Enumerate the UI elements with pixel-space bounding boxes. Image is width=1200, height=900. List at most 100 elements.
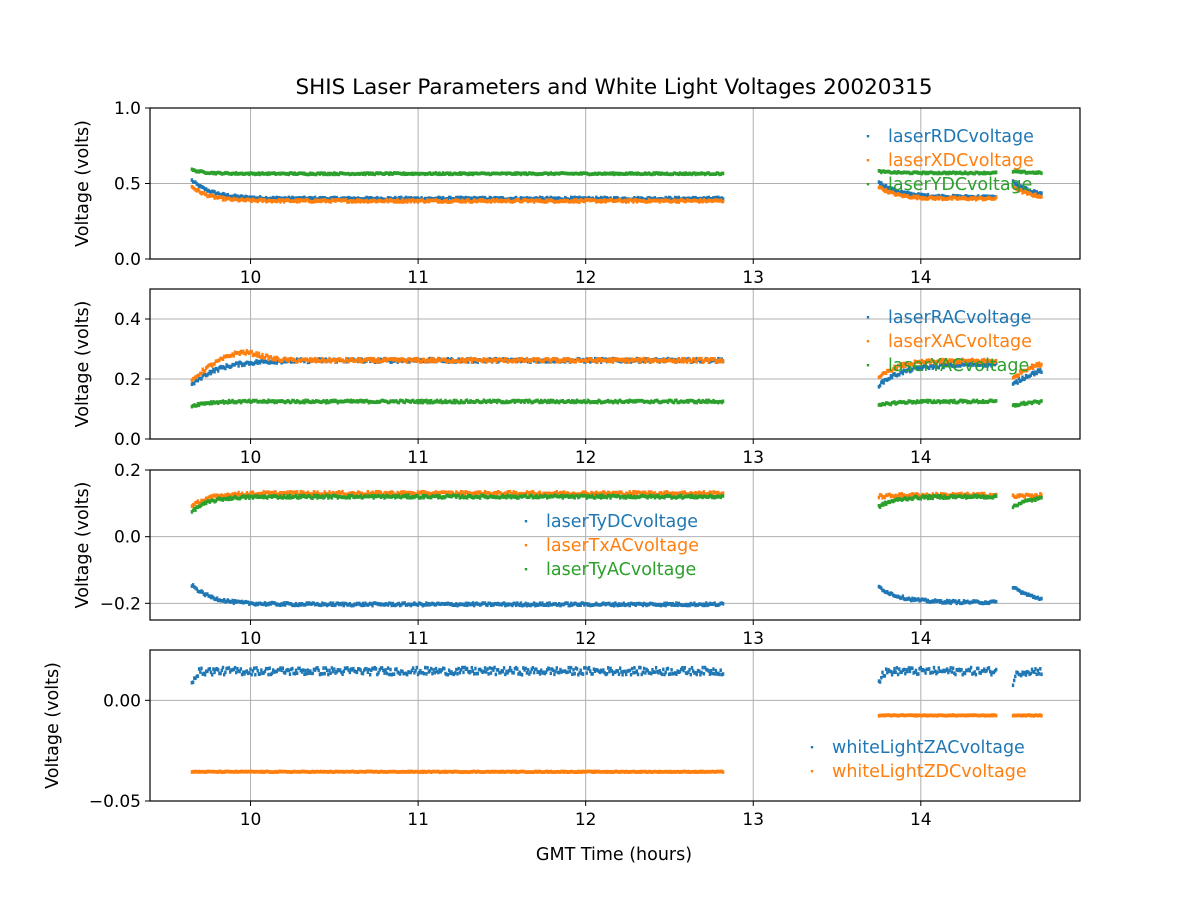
data-point — [203, 369, 207, 373]
data-point — [942, 365, 945, 370]
data-point — [574, 359, 578, 364]
data-point — [286, 399, 289, 403]
data-point — [312, 359, 316, 363]
data-point — [535, 360, 538, 364]
data-point — [459, 195, 463, 200]
data-point — [475, 492, 478, 496]
data-point — [934, 365, 937, 369]
data-point — [481, 601, 484, 605]
legend-marker — [866, 135, 870, 138]
data-point — [286, 171, 289, 176]
data-point — [428, 359, 432, 364]
data-point — [1027, 188, 1030, 193]
data-point — [292, 495, 295, 499]
data-point — [944, 601, 948, 605]
data-point — [219, 171, 222, 175]
data-point — [544, 360, 548, 364]
data-point — [538, 400, 542, 405]
data-point — [441, 359, 445, 364]
data-point — [465, 496, 469, 500]
data-point — [502, 400, 506, 405]
data-point — [274, 172, 277, 176]
data-point — [721, 358, 725, 363]
data-point — [407, 493, 410, 498]
data-point — [441, 171, 445, 175]
data-point — [538, 490, 542, 495]
data-point — [325, 172, 329, 177]
data-point — [191, 180, 195, 184]
data-point — [957, 599, 961, 603]
data-point — [213, 597, 216, 601]
data-point — [284, 603, 287, 607]
data-point — [376, 360, 379, 364]
data-point — [493, 494, 496, 499]
data-point — [534, 357, 537, 362]
data-point — [941, 193, 944, 198]
data-point — [319, 199, 323, 204]
data-point — [331, 198, 335, 203]
data-point — [293, 490, 296, 495]
data-point — [931, 366, 934, 370]
data-point — [680, 359, 683, 364]
legend-label: laserYDCvoltage — [888, 175, 1032, 195]
data-point — [469, 399, 472, 403]
data-point — [219, 195, 222, 199]
data-point — [298, 602, 301, 606]
data-point — [690, 359, 694, 364]
data-point — [508, 489, 512, 494]
data-point — [418, 357, 421, 362]
data-point — [240, 363, 244, 368]
data-point — [307, 494, 311, 498]
data-point — [1018, 589, 1022, 593]
data-point — [705, 398, 708, 403]
data-point — [266, 400, 269, 405]
data-point — [1035, 371, 1038, 376]
legend-marker — [866, 316, 870, 319]
data-point — [371, 359, 374, 363]
data-point — [493, 399, 496, 403]
legend-marker — [866, 364, 870, 367]
data-point — [347, 494, 350, 498]
data-point — [402, 171, 405, 175]
data-point — [240, 494, 244, 499]
data-point — [911, 367, 914, 372]
data-point — [296, 490, 299, 494]
data-point — [323, 490, 326, 494]
data-point — [493, 195, 496, 200]
y-tick-label: 0.0 — [114, 250, 141, 270]
data-point — [324, 400, 328, 405]
data-point — [937, 365, 940, 370]
data-point — [574, 400, 578, 405]
data-point — [398, 603, 402, 608]
data-point — [313, 172, 317, 177]
data-point — [693, 357, 696, 361]
data-point — [469, 200, 472, 204]
data-point — [572, 200, 575, 204]
data-point — [197, 373, 201, 377]
data-point — [447, 172, 451, 177]
data-point — [209, 371, 213, 376]
data-point — [219, 400, 222, 404]
data-point — [379, 490, 383, 495]
data-point — [319, 603, 323, 608]
data-point — [331, 601, 335, 606]
data-point — [700, 356, 703, 361]
data-point — [499, 172, 502, 176]
data-point — [380, 602, 384, 606]
data-point — [465, 490, 469, 495]
data-point — [508, 400, 512, 404]
data-point — [596, 400, 599, 405]
data-point — [666, 400, 670, 405]
y-tick-label: 0.0 — [114, 430, 141, 450]
data-point — [325, 603, 329, 608]
data-point — [334, 360, 337, 364]
data-point — [898, 492, 901, 496]
data-point — [686, 360, 689, 364]
data-point — [519, 601, 523, 605]
x-tick-label: 11 — [407, 268, 429, 288]
data-point — [252, 399, 256, 403]
data-point — [469, 172, 472, 176]
data-point — [252, 195, 256, 200]
data-point — [469, 357, 472, 361]
data-point — [609, 359, 612, 364]
